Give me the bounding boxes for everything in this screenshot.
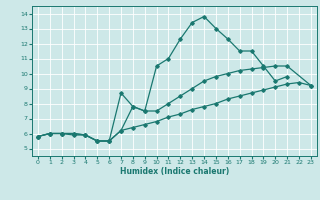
X-axis label: Humidex (Indice chaleur): Humidex (Indice chaleur): [120, 167, 229, 176]
